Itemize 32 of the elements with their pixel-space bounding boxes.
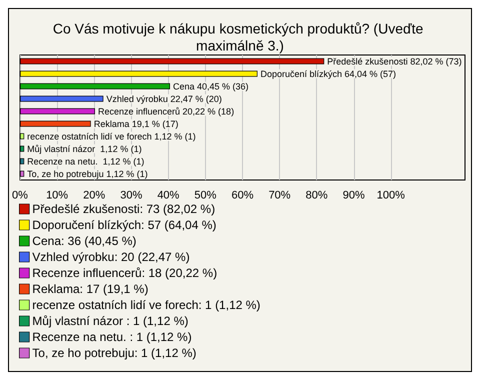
x-tick-label: 60% <box>231 190 254 202</box>
legend-label: Cena: 36 (40,45 %) <box>32 234 136 248</box>
data-label: Předešlé zkušenosti 82,02 % (73) <box>327 56 462 66</box>
legend-label: Můj vlastní názor : 1 (1,12 %) <box>32 314 188 328</box>
legend-label: Předešlé zkušenosti: 73 (82,02 %) <box>32 202 216 216</box>
data-label: Vzhled výrobku 22,47 % (20) <box>106 94 222 104</box>
x-tick-label: 100% <box>376 190 406 202</box>
x-tick-label: 80% <box>306 190 328 202</box>
legend-label: Recenze na netu. : 1 (1,12 %) <box>32 330 192 344</box>
chart-title: Co Vás motivuje k nákupu kosmetických produktů? (Uveďte maximálně 3.) <box>52 20 428 54</box>
data-label: Recenze na netu. 1,12 % (1) <box>27 156 144 166</box>
legend-label: recenze ostatních lidí ve forech: 1 (1,12 %) <box>32 298 260 312</box>
x-tick-label: 30% <box>120 190 142 202</box>
x-tick-label: 20% <box>83 190 106 202</box>
x-tick-label: 0% <box>12 190 28 202</box>
data-label: recenze ostatních lidí ve forech 1,12 % (1) <box>27 131 196 142</box>
x-tick-label: 50% <box>194 190 217 202</box>
legend-label: Recenze influencerů: 18 (20,22 %) <box>32 266 218 280</box>
legend-label: Vzhled výrobku: 20 (22,47 %) <box>32 250 190 264</box>
x-tick-label: 70% <box>268 190 291 202</box>
data-label: Recenze influencerů 20,22 % (18) <box>98 106 234 116</box>
data-label: Můj vlastní názor 1,12 % (1) <box>27 144 142 154</box>
data-label: Reklama 19,1 % (17) <box>94 118 178 129</box>
x-tick-label: 90% <box>342 190 365 202</box>
data-label: To, ze ho potrebuju 1,12 % (1) <box>27 168 148 179</box>
x-tick-label: 10% <box>46 190 68 202</box>
x-tick-label: 40% <box>157 190 180 202</box>
data-label: Doporučení blízkých 64,04 % (57) <box>260 68 396 79</box>
data-label: Cena 40,45 % (36) <box>173 81 249 92</box>
legend-label: Doporučení blízkých: 57 (64,04 %) <box>32 218 216 232</box>
legend-label: Reklama: 17 (19,1 %) <box>32 282 148 296</box>
legend-label: To, ze ho potrebuju: 1 (1,12 %) <box>32 346 196 360</box>
